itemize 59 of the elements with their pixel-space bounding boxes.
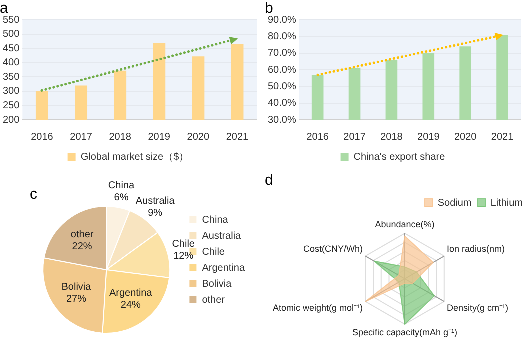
slice-label: China xyxy=(108,180,135,192)
x-tick-label: 2016 xyxy=(31,132,54,143)
legend-label: China's export share xyxy=(354,152,446,163)
y-tick-label: 350 xyxy=(2,72,20,83)
y-tick-label: 30.0% xyxy=(268,114,296,126)
y-tick-label: 200 xyxy=(2,114,20,126)
x-tick-label: 2020 xyxy=(454,132,478,143)
y-tick-label: 500 xyxy=(2,29,20,40)
x-tick-label: 2019 xyxy=(418,132,440,143)
spoke-label: Specific capacity(mAh g⁻¹) xyxy=(352,327,458,338)
x-tick-label: 2018 xyxy=(109,132,132,143)
y-tick-label: 300 xyxy=(2,86,20,98)
x-tick-label: 2019 xyxy=(148,132,171,143)
x-tick-label: 2021 xyxy=(226,132,250,143)
spoke-label: Density(g cm⁻¹) xyxy=(446,303,508,314)
slice-label: Bolivia xyxy=(62,282,92,294)
slice-label: Australia xyxy=(136,196,176,207)
y-tick-label: 60.0% xyxy=(268,64,296,76)
chart-title: d xyxy=(265,172,274,190)
chart-title: a xyxy=(0,0,9,18)
x-tick-label: 2017 xyxy=(344,132,366,143)
chart-title: c xyxy=(30,186,38,204)
data-label: 22% xyxy=(72,241,92,252)
y-tick-label: 550 xyxy=(2,14,20,26)
y-tick-label: 80.0% xyxy=(268,31,296,42)
legend-label: Chile xyxy=(202,246,226,258)
spoke-label: Abundance(%) xyxy=(375,220,435,230)
data-label: 9% xyxy=(148,208,163,219)
y-tick-label: 90.0% xyxy=(268,14,296,26)
x-tick-label: 2021 xyxy=(491,132,514,143)
y-tick-label: 450 xyxy=(2,43,20,54)
data-label: 12% xyxy=(174,250,194,262)
data-label: 24% xyxy=(120,300,141,312)
x-tick-label: 2020 xyxy=(187,132,210,143)
y-tick-label: 70.0% xyxy=(268,48,296,60)
legend-label: China xyxy=(202,214,229,226)
legend-label: Global market size（$） xyxy=(80,152,190,163)
y-tick-label: 400 xyxy=(2,58,20,69)
legend-label: Australia xyxy=(202,230,242,242)
spoke-label: Cost(CNY/Wh) xyxy=(304,244,364,254)
legend-label: Bolivia xyxy=(202,278,232,290)
x-tick-label: 2018 xyxy=(380,132,404,143)
y-tick-label: 50.0% xyxy=(268,81,296,92)
legend-label: Argentina xyxy=(202,262,246,274)
slice-label: Argentina xyxy=(109,288,153,300)
slice-label: other xyxy=(70,229,94,240)
spoke-label: Ion radius(nm) xyxy=(446,244,506,254)
data-label: 27% xyxy=(66,294,87,306)
legend-label: Sodium xyxy=(438,198,472,209)
x-tick-label: 2017 xyxy=(70,132,93,143)
x-tick-label: 2016 xyxy=(306,132,330,143)
legend-label: Lithium xyxy=(490,198,524,209)
slice-label: Chile xyxy=(172,238,196,250)
data-label: 6% xyxy=(114,192,129,204)
y-tick-label: 40.0% xyxy=(268,98,296,110)
legend-label: other xyxy=(202,294,226,306)
spoke-label: Atomic weight(g mol⁻¹) xyxy=(272,303,364,314)
chart-title: b xyxy=(265,0,274,18)
y-tick-label: 250 xyxy=(2,100,20,112)
